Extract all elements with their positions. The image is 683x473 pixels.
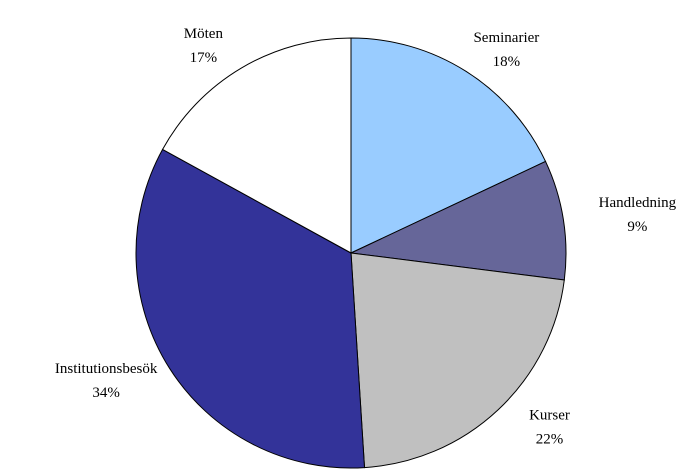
slice-label: Seminarier <box>473 30 539 46</box>
slice-value-label: 34% <box>92 385 120 401</box>
pie-slice <box>350 37 547 254</box>
slice-value-label: 9% <box>627 219 647 235</box>
slice-value-label: 17% <box>190 50 218 66</box>
slice-value-label: 22% <box>536 431 564 447</box>
slice-label: Handledning <box>599 195 677 211</box>
pie-slice <box>161 37 352 254</box>
pie-slice <box>350 252 565 469</box>
slice-label: Möten <box>184 26 224 42</box>
slice-value-label: 18% <box>493 54 521 70</box>
slice-label: Kurser <box>529 407 570 423</box>
pie-slice <box>349 160 567 281</box>
slice-label: Institutionsbesök <box>55 361 158 377</box>
